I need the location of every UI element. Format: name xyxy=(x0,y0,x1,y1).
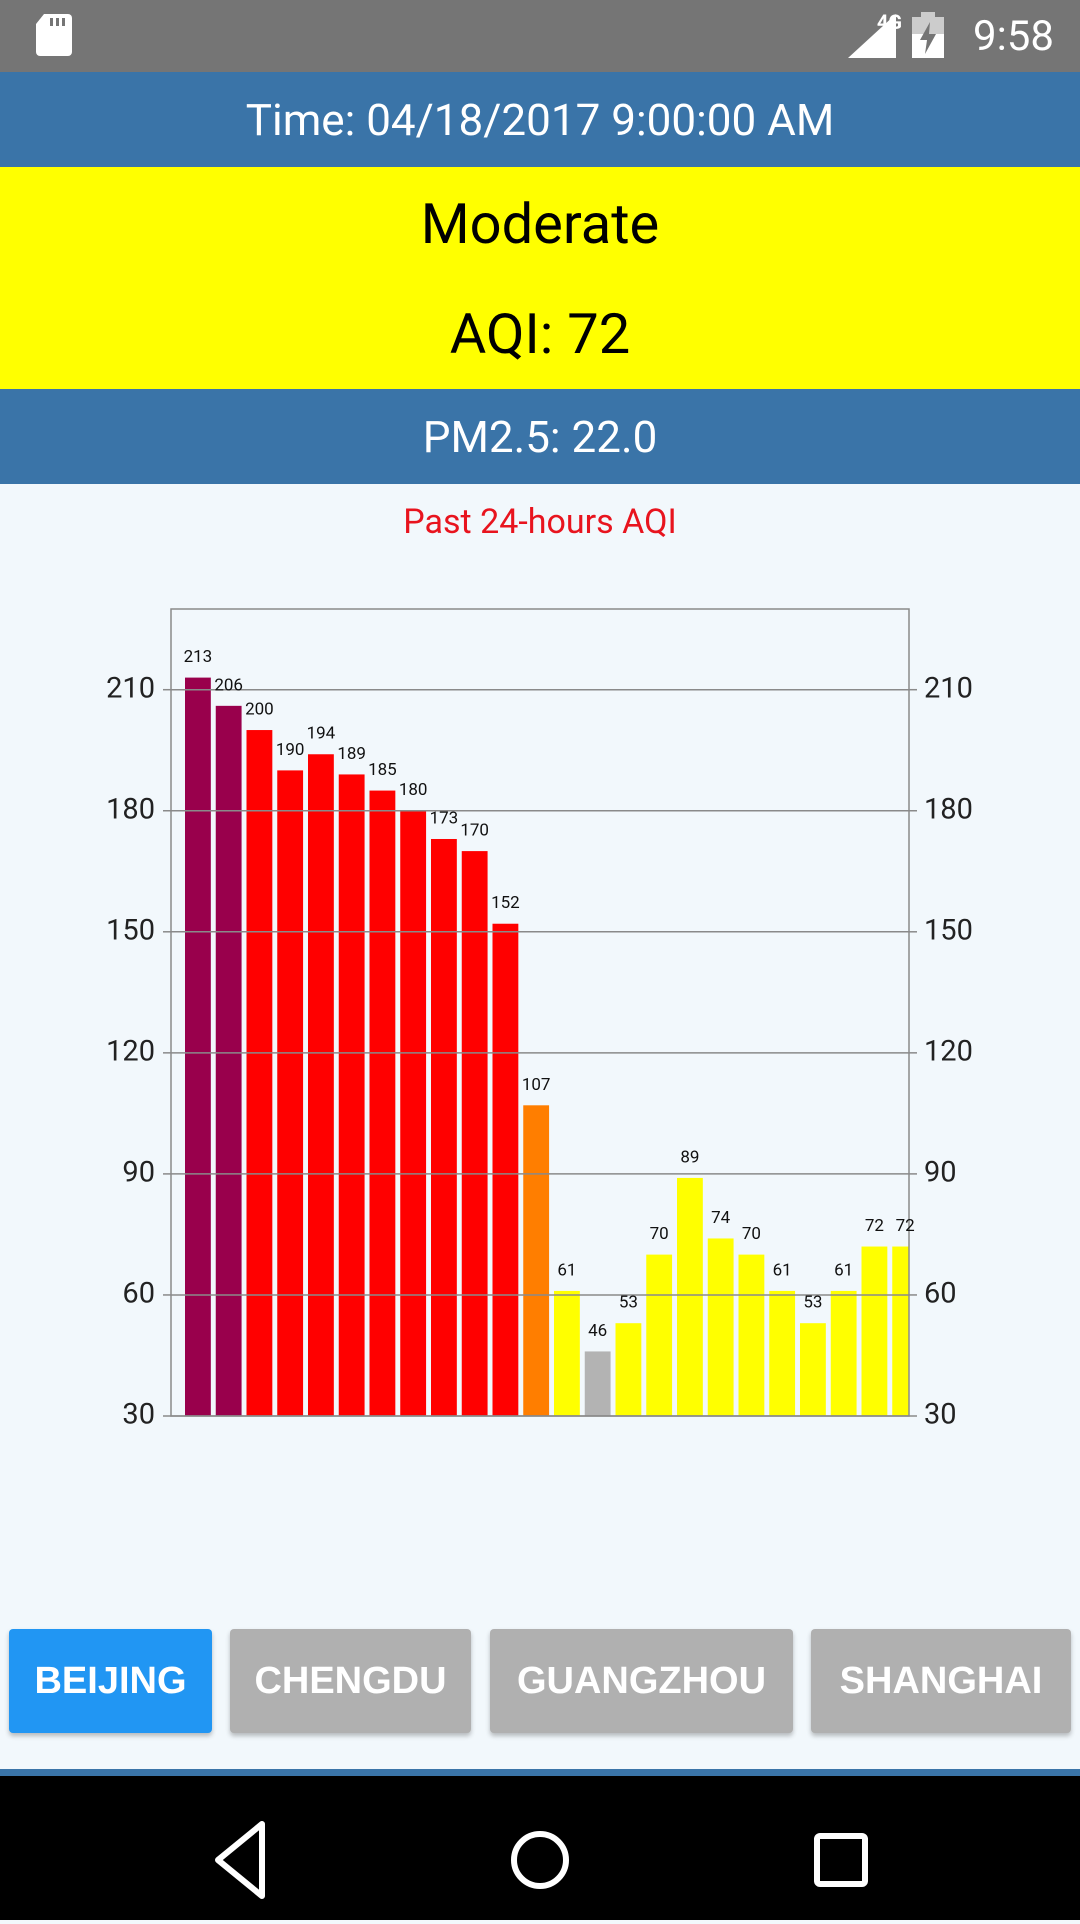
bar xyxy=(800,1323,826,1416)
y-tick-label: 120 xyxy=(106,1035,155,1069)
y-tick-label: 90 xyxy=(122,1156,155,1190)
bar xyxy=(277,770,304,1416)
time-text: Time: 04/18/2017 9:00:00 AM xyxy=(245,93,835,146)
y-tick-label: 150 xyxy=(106,913,155,947)
bar-value-label: 74 xyxy=(711,1208,731,1228)
bar xyxy=(400,810,427,1416)
bar xyxy=(677,1177,703,1416)
bar xyxy=(492,923,519,1416)
bar-value-label: 194 xyxy=(307,724,336,744)
bar-value-label: 213 xyxy=(184,647,213,667)
bar-value-label: 72 xyxy=(896,1216,915,1236)
pm25-bar: PM2.5: 22.0 xyxy=(0,389,1080,484)
bar-value-label: 89 xyxy=(680,1147,699,1167)
battery-icon xyxy=(912,12,944,58)
bar xyxy=(738,1254,765,1416)
time-bar: Time: 04/18/2017 9:00:00 AM xyxy=(0,72,1080,167)
bar-value-label: 107 xyxy=(522,1075,551,1095)
bar xyxy=(338,774,365,1416)
clock: 9:58 xyxy=(973,12,1054,61)
bar-value-label: 173 xyxy=(430,808,459,828)
bar-value-label: 180 xyxy=(399,780,428,800)
bar xyxy=(861,1246,888,1416)
bar-value-label: 206 xyxy=(214,675,243,695)
city-tab[interactable]: CHENGDU xyxy=(230,1629,471,1733)
y2-tick-label: 180 xyxy=(924,792,973,826)
bar-group xyxy=(185,677,909,1416)
aqi-level: Moderate xyxy=(420,191,660,257)
y-tick-label: 210 xyxy=(106,671,155,705)
sd-icon xyxy=(36,14,72,56)
y2-tick-label: 210 xyxy=(924,671,973,705)
y-tick-label: 30 xyxy=(122,1398,155,1432)
bar-value-label: 152 xyxy=(491,893,520,913)
city-tab[interactable]: GUANGZHOU xyxy=(490,1629,793,1733)
city-tab[interactable]: BEIJING xyxy=(9,1629,212,1733)
bar xyxy=(615,1323,642,1416)
recents-button[interactable] xyxy=(814,1833,868,1887)
bar-value-label: 61 xyxy=(557,1260,576,1280)
bar xyxy=(646,1254,673,1416)
y2-tick-label: 30 xyxy=(924,1398,957,1432)
y2-tick-label: 150 xyxy=(924,913,973,947)
aqi-value: AQI: 72 xyxy=(449,301,631,367)
bar-value-label: 72 xyxy=(865,1216,884,1236)
bar-value-label: 170 xyxy=(460,821,489,841)
bar-value-label: 53 xyxy=(803,1293,822,1313)
bar xyxy=(369,790,396,1416)
y2-tick-label: 90 xyxy=(924,1156,957,1190)
aqi-panel: Moderate AQI: 72 xyxy=(0,167,1080,389)
bar-value-label: 46 xyxy=(588,1321,607,1341)
chart-title: Past 24-hours AQI xyxy=(403,502,676,542)
bar-value-label: 200 xyxy=(245,700,274,720)
bar xyxy=(431,838,457,1416)
bar-value-label: 53 xyxy=(619,1293,638,1313)
y2-tick-label: 120 xyxy=(924,1035,973,1069)
y-tick-label: 60 xyxy=(122,1277,155,1311)
chart: Past 24-hours AQI 30 60 90 120 150 180 210 30 60… xyxy=(106,502,973,1432)
bar-value-label: 61 xyxy=(834,1260,853,1280)
bar xyxy=(707,1238,734,1416)
divider xyxy=(0,1769,1080,1776)
home-button[interactable] xyxy=(511,1831,569,1889)
bar xyxy=(461,851,488,1416)
nav-bar xyxy=(0,1776,1080,1920)
city-tab[interactable]: SHANGHAI xyxy=(811,1629,1071,1733)
nav-icons xyxy=(215,1821,868,1899)
plot-frame xyxy=(170,608,910,1417)
y-tick-label: 180 xyxy=(106,792,155,826)
bar-value-label: 185 xyxy=(368,760,397,780)
back-button[interactable] xyxy=(215,1821,265,1899)
bar xyxy=(769,1290,796,1416)
bar xyxy=(554,1290,580,1416)
bar-value-label: 189 xyxy=(337,744,366,764)
bar xyxy=(215,705,242,1416)
status-bar: 4G 9:58 xyxy=(0,0,1080,72)
bar-value-label: 70 xyxy=(742,1224,761,1244)
signal-icon xyxy=(848,14,896,58)
bar-value-label: 61 xyxy=(773,1260,792,1280)
pm25-text: PM2.5: 22.0 xyxy=(422,410,658,463)
bar xyxy=(830,1290,857,1416)
bar-value-label: 190 xyxy=(276,740,305,760)
bar xyxy=(185,677,211,1416)
y2-tick-label: 60 xyxy=(924,1277,957,1311)
bar-value-label: 70 xyxy=(650,1224,669,1244)
bar xyxy=(892,1246,909,1416)
bar xyxy=(584,1351,611,1416)
bar xyxy=(523,1105,550,1416)
bar xyxy=(246,730,273,1416)
bar xyxy=(308,754,334,1416)
